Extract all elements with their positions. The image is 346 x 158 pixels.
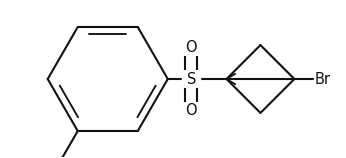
- Text: O: O: [185, 40, 197, 55]
- Text: O: O: [185, 103, 197, 118]
- Text: Br: Br: [315, 72, 330, 86]
- Text: S: S: [186, 72, 196, 86]
